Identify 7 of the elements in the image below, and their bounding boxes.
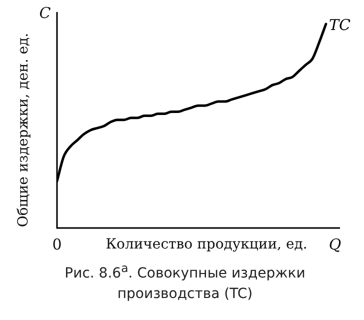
series-label: TC [328, 16, 351, 34]
text: Рис. 8.6$^{а}$. Совокупные издержки производства (TC) [64, 260, 306, 304]
text: C [39, 4, 52, 22]
text: Q [328, 235, 342, 254]
y-axis-title: Общие издержки, ден. ед. [16, 32, 32, 228]
text: 0 [52, 235, 62, 254]
x-axis-title: Количество продукции, ед. [106, 236, 308, 253]
